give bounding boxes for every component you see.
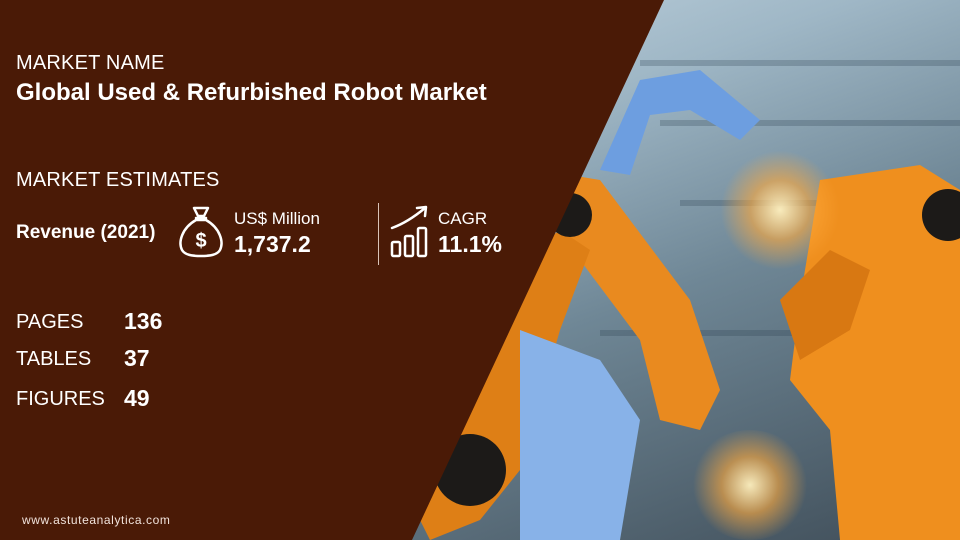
- market-name-label: MARKET NAME: [16, 52, 165, 74]
- growth-chart-icon: [389, 204, 433, 258]
- figures-label: FIGURES: [16, 388, 105, 410]
- revenue-label: Revenue (2021): [16, 222, 156, 243]
- cagr-label: CAGR: [438, 209, 488, 228]
- svg-text:$: $: [195, 230, 206, 252]
- figures-value: 49: [124, 385, 150, 411]
- cagr-value: 11.1%: [438, 231, 502, 257]
- tables-value: 37: [124, 345, 150, 371]
- tables-label: TABLES: [16, 348, 92, 370]
- estimates-divider: [378, 203, 379, 265]
- market-title: Global Used & Refurbished Robot Market: [16, 79, 487, 106]
- pages-label: PAGES: [16, 311, 84, 333]
- revenue-unit: US$ Million: [234, 209, 320, 228]
- revenue-value: 1,737.2: [234, 231, 311, 257]
- website-link[interactable]: www.astuteanalytica.com: [22, 513, 171, 527]
- pages-value: 136: [124, 308, 163, 334]
- money-bag-icon: $: [176, 204, 226, 258]
- market-estimates-label: MARKET ESTIMATES: [16, 169, 220, 191]
